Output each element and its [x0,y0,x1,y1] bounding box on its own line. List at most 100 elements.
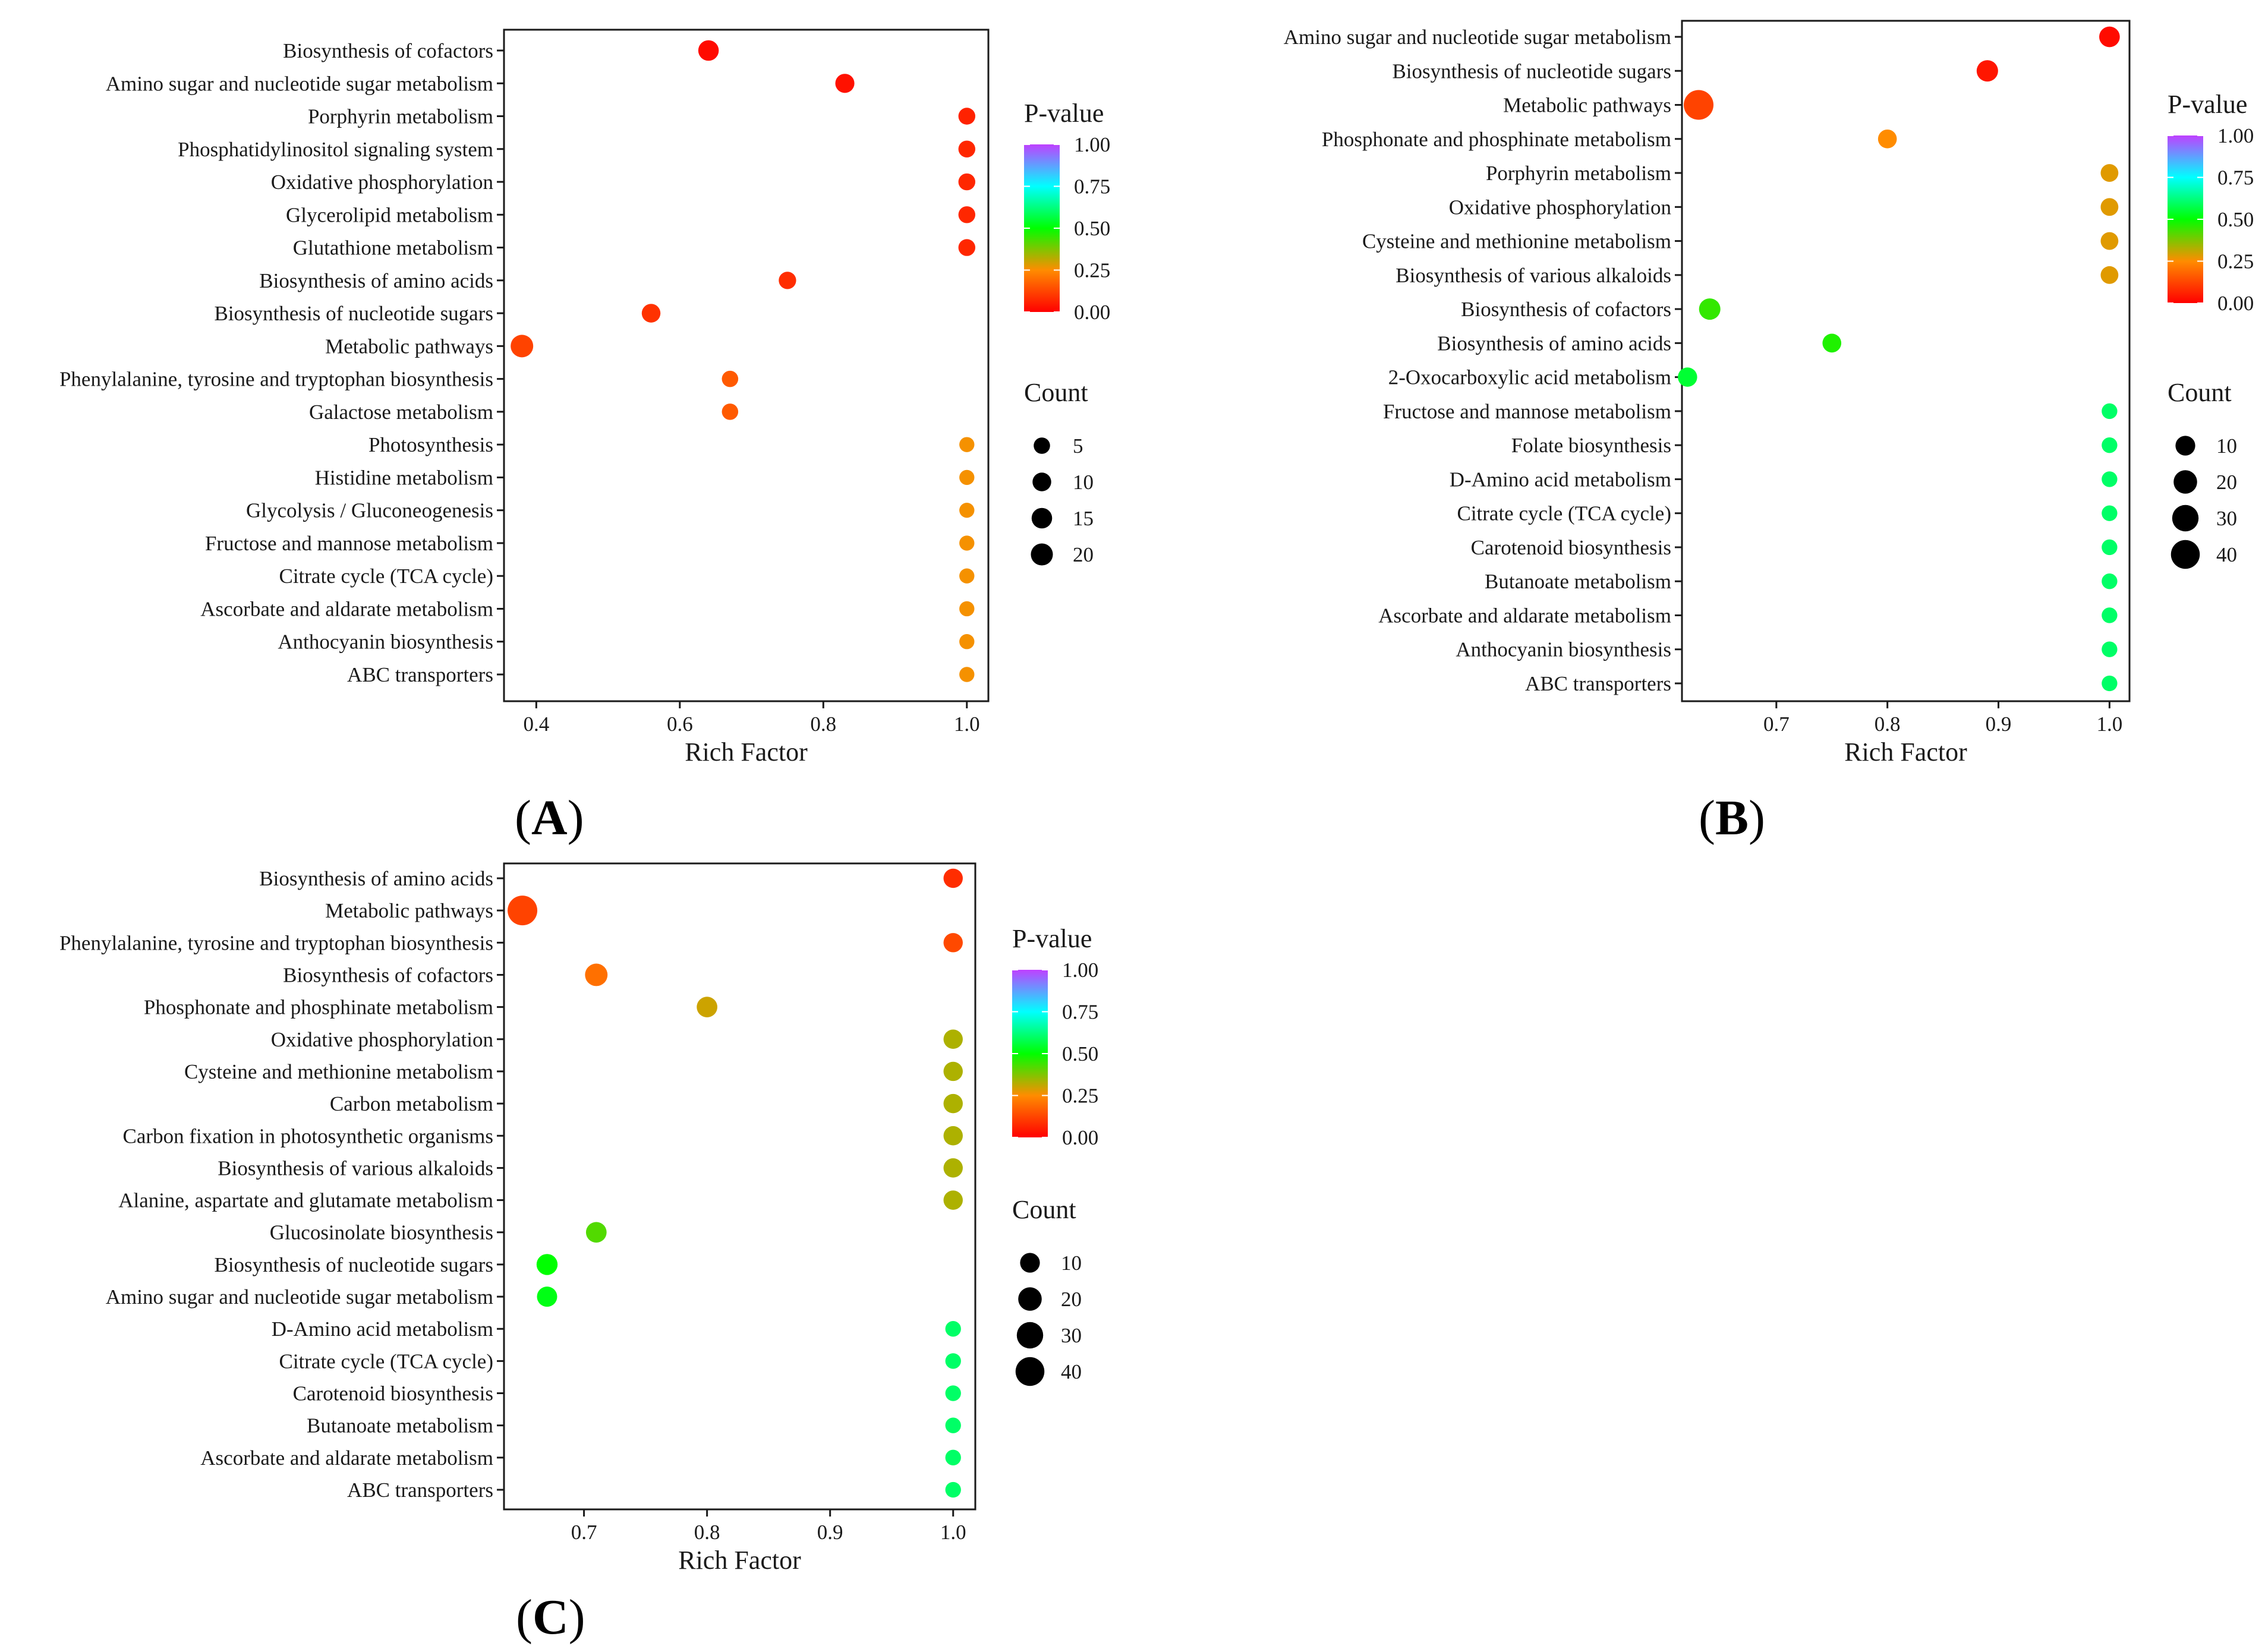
count-legend-circle [2175,436,2195,456]
colorbar-tick-label: 0.25 [1074,259,1110,282]
data-point [943,933,963,953]
colorbar-tick-label: 1.00 [2217,124,2254,147]
y-tick-label: Anthocyanin biosynthesis [1456,638,1671,661]
x-tick-label: 0.7 [1763,712,1790,736]
p-value-legend: P-value 1.00 0.75 0.50 0.25 0.00 [1024,99,1110,324]
x-axis-title: Rich Factor [1844,737,1967,767]
data-point [1877,129,1897,149]
data-point [2102,471,2118,487]
data-point [943,1190,963,1210]
colorbar-tick-label: 0.75 [1074,175,1110,198]
count-legend-circle [1031,543,1053,566]
data-point [835,74,855,93]
y-tick-label: Phosphonate and phosphinate metabolism [144,996,493,1019]
y-tick-label: Porphyrin metabolism [308,105,493,128]
y-tick-label: Ascorbate and aldarate metabolism [200,1446,493,1470]
y-tick-label: Ascorbate and aldarate metabolism [200,597,493,620]
y-tick-label: Fructose and mannose metabolism [1383,400,1671,423]
count-legend-circle [1015,1357,1045,1386]
panel-b: Amino sugar and nucleotide sugar metabol… [1284,20,2254,767]
data-point [2100,232,2119,250]
y-tick-label: Biosynthesis of cofactors [1461,298,1671,321]
colorbar-tick-label: 0.00 [1062,1126,1098,1149]
y-tick-label: Biosynthesis of various alkaloids [218,1156,493,1180]
data-point [958,108,976,125]
x-tick-label: 0.6 [667,712,693,736]
data-point [2099,26,2120,48]
y-tick-label: Fructose and mannose metabolism [205,532,493,555]
colorbar-tick-label: 0.25 [1062,1084,1098,1108]
y-tick-label: Phenylalanine, tyrosine and tryptophan b… [59,368,493,391]
colorbar-tick-label: 0.00 [2217,292,2254,315]
y-tick-label: Butanoate metabolism [1485,570,1671,593]
count-legend-label: 10 [1073,471,1094,494]
data-point [945,1417,961,1433]
data-point [641,304,661,323]
y-tick-label: Metabolic pathways [325,335,493,358]
count-legend: Count 10 20 30 40 [1012,1195,1082,1386]
data-point [1976,60,1998,82]
p-value-legend-title: P-value [1012,924,1092,953]
y-tick-label: D-Amino acid metabolism [272,1317,493,1341]
colorbar-tick-label: 0.75 [2217,166,2254,190]
plot-frame [1681,20,2131,702]
data-point [958,140,976,158]
data-point [943,1061,963,1082]
x-axis-title: Rich Factor [678,1546,801,1575]
panel-label-a: (A) [515,790,584,846]
data-point [958,239,976,256]
y-tick-label: Carbon metabolism [330,1092,493,1115]
y-tick-label: Citrate cycle (TCA cycle) [1457,502,1671,525]
data-point [2100,164,2119,182]
data-point [959,502,975,518]
panel-a: Biosynthesis of cofactors Amino sugar and… [59,29,1110,767]
p-value-legend: P-value 1.00 0.75 0.50 0.25 0.00 [1012,924,1098,1149]
y-tick-label: Biosynthesis of amino acids [1437,332,1671,355]
data-point [697,997,717,1017]
count-legend-circle [1034,437,1050,454]
count-legend-label: 20 [2216,471,2237,494]
y-tick-label: Carotenoid biosynthesis [1471,536,1671,559]
y-tick-label: Glycerolipid metabolism [286,203,493,226]
data-point [958,206,976,223]
y-tick-label: Galactose metabolism [309,401,493,424]
y-tick-label: Butanoate metabolism [307,1414,493,1437]
y-tick-label: Alanine, aspartate and glutamate metabol… [118,1189,493,1212]
data-point [722,370,739,387]
y-tick-label: Oxidative phosphorylation [271,171,493,194]
y-tick-label: Glycolysis / Gluconeogenesis [246,499,493,522]
count-legend-circle [2172,505,2199,532]
colorbar-tick-label: 0.50 [1074,217,1110,240]
y-tick-label: Metabolic pathways [1503,94,1671,117]
x-tick-label: 0.8 [694,1521,720,1544]
data-point [1699,298,1721,320]
data-point [959,601,975,617]
count-legend-label: 10 [1061,1251,1082,1275]
data-point [2102,607,2118,623]
count-legend-label: 5 [1073,434,1083,458]
y-tick-label: Histidine metabolism [315,466,493,489]
data-point [2102,403,2118,420]
colorbar-tick-label: 0.25 [2217,250,2254,273]
y-tick-label: Anthocyanin biosynthesis [278,630,493,654]
data-point [943,868,963,888]
y-tick-label: Phenylalanine, tyrosine and tryptophan b… [59,931,493,954]
x-tick-label: 0.8 [810,712,836,736]
colorbar-tick-label: 0.00 [1074,301,1110,324]
data-point [2100,266,2119,284]
data-point [958,173,976,191]
data-point [943,1158,963,1178]
data-point [1684,90,1714,120]
data-point [959,469,975,485]
y-tick-label: Folate biosynthesis [1511,434,1671,457]
y-tick-label: Ascorbate and aldarate metabolism [1378,604,1671,627]
count-legend-label: 20 [1073,543,1094,566]
count-legend-circle [1031,507,1053,529]
count-legend-circle [1016,1322,1044,1349]
data-point [511,335,534,358]
data-point [2102,675,2118,692]
data-point [585,963,608,986]
colorbar-tick-label: 0.50 [2217,208,2254,231]
panel-label-b: (B) [1699,790,1765,846]
